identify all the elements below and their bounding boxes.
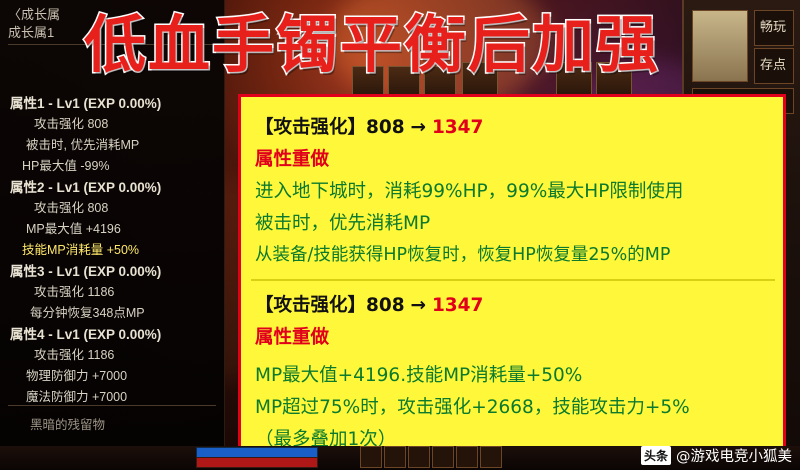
stat-line-15: 黑暗的残留物 (30, 418, 106, 432)
stats-tab-0[interactable]: 〈成长属 (8, 7, 61, 22)
stat-line-11: 属性4 - Lv1 (EXP 0.00%) (10, 327, 162, 342)
stats-tabs-row2[interactable]: 成长属1 (8, 22, 218, 41)
stat-line-4: 属性2 - Lv1 (EXP 0.00%) (10, 180, 162, 195)
hud-slot-5[interactable] (456, 446, 478, 468)
tooltip-block-0-line-0: 进入地下城时，消耗99%HP，99%最大HP限制使用 (255, 181, 684, 202)
tooltip-block-0-to: 1347 (431, 117, 484, 138)
stat-line-2: 被击时, 优先消耗MP (26, 138, 140, 152)
stat-line-13: 物理防御力 +7000 (26, 369, 128, 383)
hud-slot-6[interactable] (480, 446, 502, 468)
tooltip-block-0-header: 【攻击强化】808 → 1347 (255, 113, 483, 139)
hud-slot-4[interactable] (432, 446, 454, 468)
tooltip-separator (251, 279, 775, 281)
stats-divider-top (8, 44, 216, 45)
page-title: 低血手镯平衡后加强 (82, 7, 660, 83)
tooltip-block-1-label: 【攻击强化】 (255, 295, 367, 316)
hp-bar (196, 457, 318, 468)
stat-line-9: 攻击强化 1186 (34, 285, 115, 299)
hud-slot-3[interactable] (408, 446, 430, 468)
tooltip-block-1-line-1: MP超过75%时，攻击强化+2668，技能攻击力+5% (255, 397, 690, 418)
stat-line-12: 攻击强化 1186 (34, 348, 115, 362)
toutiao-badge: 头条 (640, 446, 671, 465)
hud-slot-2[interactable] (384, 446, 406, 468)
tooltip-block-1-arrow: → (410, 295, 427, 316)
stat-line-10: 每分钟恢复348点MP (30, 306, 145, 320)
right-label-1: 畅玩 (760, 19, 787, 34)
equip-icon-6[interactable] (596, 62, 632, 98)
equip-icon-1[interactable] (352, 66, 384, 98)
stats-divider-bottom (8, 405, 216, 406)
tooltip-block-0-arrow: → (410, 117, 427, 138)
stats-tab-1[interactable]: 成长属1 (8, 25, 55, 40)
tooltip-block-1-to: 1347 (431, 295, 484, 316)
watermark-text: @游戏电竞小狐美 (676, 449, 792, 465)
tooltip-block-1-subtitle: 属性重做 (255, 327, 330, 348)
stat-line-7: 技能MP消耗量 +50% (22, 243, 140, 257)
tooltip-block-1-from: 808 (366, 295, 405, 316)
tooltip-block-0-line-1: 被击时，优先消耗MP (255, 213, 431, 234)
stat-line-0: 属性1 - Lv1 (EXP 0.00%) (10, 96, 162, 111)
equip-icon-5[interactable] (556, 62, 592, 98)
stat-line-3: HP最大值 -99% (22, 159, 110, 173)
right-label-2: 存点 (760, 57, 787, 72)
tooltip-block-0-subtitle: 属性重做 (255, 149, 330, 170)
stat-line-1: 攻击强化 808 (34, 117, 109, 131)
tooltip-block-1-header: 【攻击强化】808 → 1347 (255, 291, 483, 317)
watermark: 头条 @游戏电竞小狐美 (640, 445, 792, 466)
book-icon-box[interactable] (692, 10, 748, 82)
right-label-box-1[interactable] (754, 10, 794, 46)
skill-tooltip: 【攻击强化】808 → 1347 属性重做 进入地下城时，消耗99%HP，99%… (238, 94, 786, 456)
tooltip-block-1-line-2: （最多叠加1次） (255, 429, 397, 450)
tooltip-block-1-line-0: MP最大值+4196.技能MP消耗量+50% (255, 365, 583, 386)
right-label-box-2[interactable] (754, 48, 794, 84)
stat-line-8: 属性3 - Lv1 (EXP 0.00%) (10, 264, 162, 279)
tooltip-block-0-line-2: 从装备/技能获得HP恢复时，恢复HP恢复量25%的MP (255, 245, 671, 265)
stat-line-6: MP最大值 +4196 (26, 222, 121, 236)
tooltip-block-0-from: 808 (366, 117, 405, 138)
stat-line-14: 魔法防御力 +7000 (26, 390, 128, 404)
stats-tabs[interactable]: 〈成长属 (8, 4, 218, 23)
hud-slot-1[interactable] (360, 446, 382, 468)
stat-line-5: 攻击强化 808 (34, 201, 109, 215)
item-stats-panel: 〈成长属 成长属1 属性1 - Lv1 (EXP 0.00%) 攻击强化 808… (0, 0, 225, 470)
tooltip-block-0-label: 【攻击强化】 (255, 117, 367, 138)
